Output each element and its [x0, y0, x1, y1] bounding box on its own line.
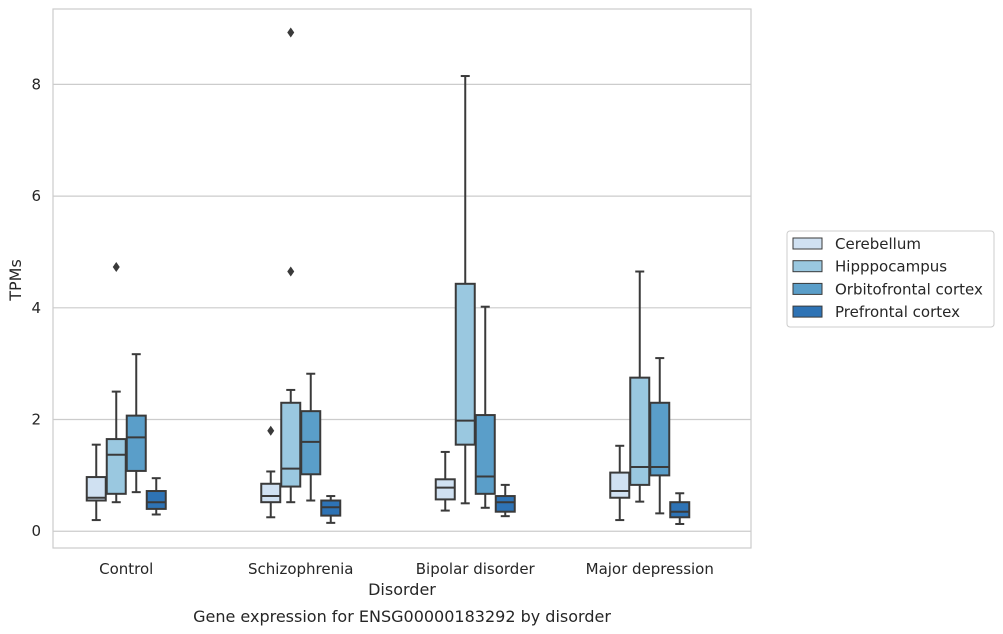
legend: Cerebellum Hipppocampus Orbitofrontal cort…	[786, 230, 995, 328]
y-tick-labels: 0 2 4 6 8	[31, 75, 41, 540]
outlier-point	[112, 262, 120, 273]
box-iqr	[609, 471, 631, 499]
x-tick-label: Control	[99, 560, 153, 578]
box-iqr	[454, 282, 476, 446]
y-tick-label: 0	[31, 522, 41, 540]
box-prefrontal-cortex	[669, 492, 691, 525]
box-hipppocampus	[105, 262, 127, 504]
box-orbitofrontal-cortex	[300, 372, 322, 502]
legend-swatch	[792, 237, 823, 250]
outlier-point	[287, 27, 295, 38]
box-iqr	[494, 495, 516, 513]
x-tick-label: Schizophrenia	[248, 560, 353, 578]
box-orbitofrontal-cortex	[649, 357, 671, 515]
box-iqr	[649, 401, 671, 477]
box-prefrontal-cortex	[494, 483, 516, 518]
box-iqr	[669, 501, 691, 519]
box-prefrontal-cortex	[320, 495, 342, 524]
box-hipppocampus	[454, 75, 476, 505]
box-cerebellum	[434, 450, 456, 512]
chart-caption: Gene expression for ENSG00000183292 by d…	[193, 607, 611, 626]
legend-swatch	[792, 282, 823, 295]
y-tick-label: 2	[31, 411, 41, 429]
box-orbitofrontal-cortex	[474, 305, 496, 509]
x-tick-labels: Control Schizophrenia Bipolar disorder Majo…	[99, 560, 714, 578]
x-tick-label: Bipolar disorder	[416, 560, 536, 578]
box-orbitofrontal-cortex	[125, 353, 147, 494]
y-tick-label: 4	[31, 299, 41, 317]
legend-label: Hipppocampus	[835, 258, 947, 276]
box-iqr	[629, 376, 651, 486]
plot-frame	[52, 8, 752, 549]
box-iqr	[105, 438, 127, 495]
box-cerebellum	[85, 443, 107, 522]
boxes	[85, 27, 691, 525]
box-iqr	[125, 414, 147, 472]
legend-swatch	[792, 305, 823, 318]
box-prefrontal-cortex	[145, 477, 167, 516]
legend-label: Orbitofrontal cortex	[835, 280, 983, 298]
legend-label: Prefrontal cortex	[835, 303, 960, 321]
legend-frame	[786, 230, 995, 328]
box-iqr	[260, 482, 282, 504]
outlier-point	[267, 425, 275, 436]
legend-swatch	[792, 260, 823, 273]
outlier-point	[287, 266, 295, 277]
box-cerebellum	[260, 425, 282, 519]
y-tick-label: 8	[31, 75, 41, 93]
x-tick-label: Major depression	[586, 560, 714, 578]
y-axis-label: TPMs	[6, 259, 25, 302]
x-axis-label: Disorder	[368, 580, 436, 599]
legend-label: Cerebellum	[835, 235, 921, 253]
box-hipppocampus	[280, 27, 302, 504]
y-tick-label: 6	[31, 187, 41, 205]
box-iqr	[145, 490, 167, 510]
box-iqr	[474, 414, 496, 495]
box-hipppocampus	[629, 270, 651, 503]
box-iqr	[434, 478, 456, 501]
box-iqr	[280, 401, 302, 488]
box-cerebellum	[609, 444, 631, 522]
